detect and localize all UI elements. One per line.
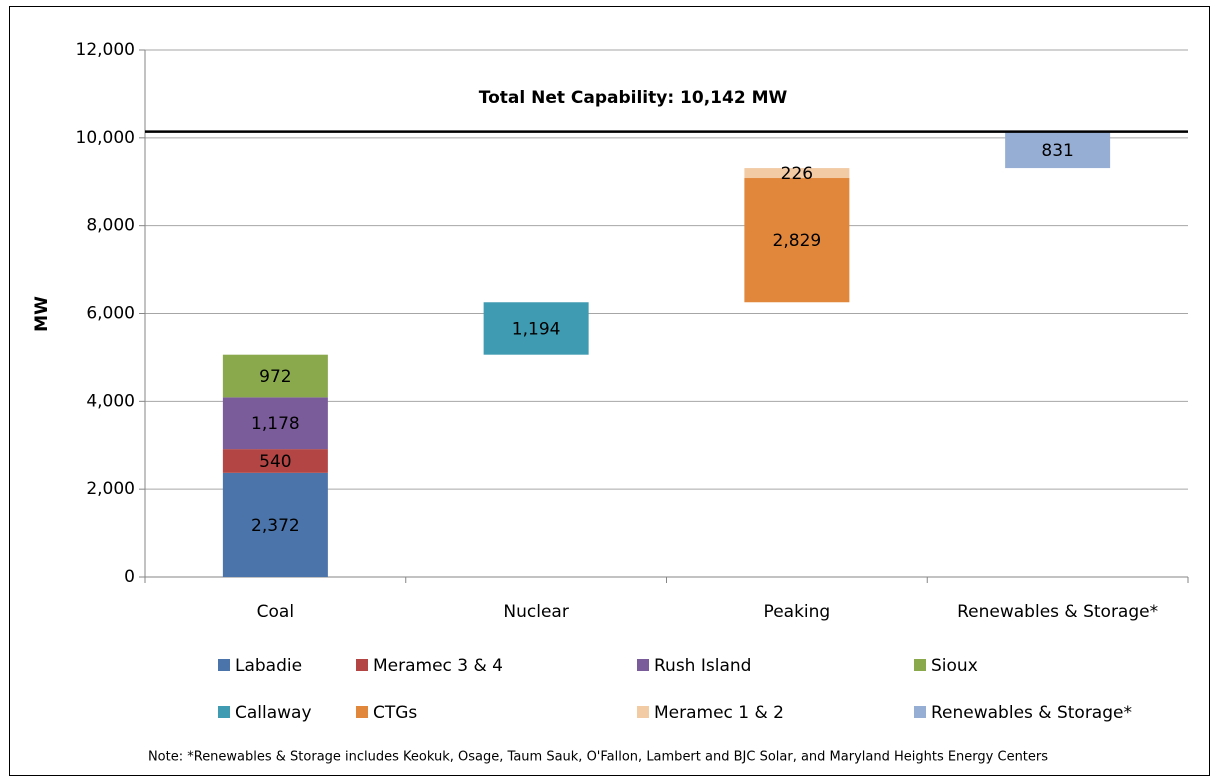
legend-label: Callaway [235, 703, 312, 723]
legend-label: Renewables & Storage* [931, 703, 1132, 723]
y-tick-label: 4,000 [86, 391, 135, 411]
y-tick-label: 8,000 [86, 216, 135, 236]
y-tick-label: 2,000 [86, 479, 135, 499]
data-label: 1,194 [512, 319, 561, 339]
legend-label: Rush Island [654, 656, 751, 676]
x-tick-label: Renewables & Storage* [957, 602, 1158, 622]
legend-label: Sioux [931, 656, 978, 676]
legend-swatch [637, 706, 649, 718]
legend-label: Labadie [235, 656, 302, 676]
legend-swatch [914, 706, 926, 718]
x-tick-label: Peaking [764, 602, 831, 622]
data-label: 972 [259, 367, 291, 387]
legend-swatch [637, 659, 649, 671]
y-tick-label: 12,000 [76, 40, 135, 60]
annotation: Total Net Capability: 10,142 MW [479, 88, 788, 108]
legend-swatch [218, 706, 230, 718]
x-tick-label: Nuclear [503, 602, 568, 622]
bar-segment [222, 472, 328, 577]
legend-swatch [218, 659, 230, 671]
legend-label: CTGs [373, 703, 417, 723]
bar-segment [483, 302, 589, 355]
x-tick-label: Coal [257, 602, 294, 622]
y-tick-label: 6,000 [86, 304, 135, 324]
bar-segment [222, 449, 328, 473]
data-label: 2,372 [251, 516, 300, 536]
legend-swatch [356, 706, 368, 718]
bar-segment [1005, 131, 1111, 169]
legend-swatch [914, 659, 926, 671]
legend-swatch [356, 659, 368, 671]
data-label: 1,178 [251, 414, 300, 434]
legend-label: Meramec 3 & 4 [373, 656, 503, 676]
bar-segment [744, 178, 850, 303]
data-label: 2,829 [773, 231, 822, 251]
bar-segment [222, 397, 328, 450]
data-label: 831 [1041, 141, 1073, 161]
bar-segment [744, 168, 850, 179]
y-axis-label: MW [32, 296, 52, 332]
frame [9, 6, 1210, 776]
note: Note: *Renewables & Storage includes Keo… [148, 750, 1048, 765]
y-tick-label: 10,000 [76, 128, 135, 148]
data-label: 226 [781, 164, 813, 184]
bar-segment [222, 354, 328, 398]
data-label: 540 [259, 452, 291, 472]
legend-label: Meramec 1 & 2 [654, 703, 784, 723]
y-tick-label: 0 [124, 567, 135, 587]
